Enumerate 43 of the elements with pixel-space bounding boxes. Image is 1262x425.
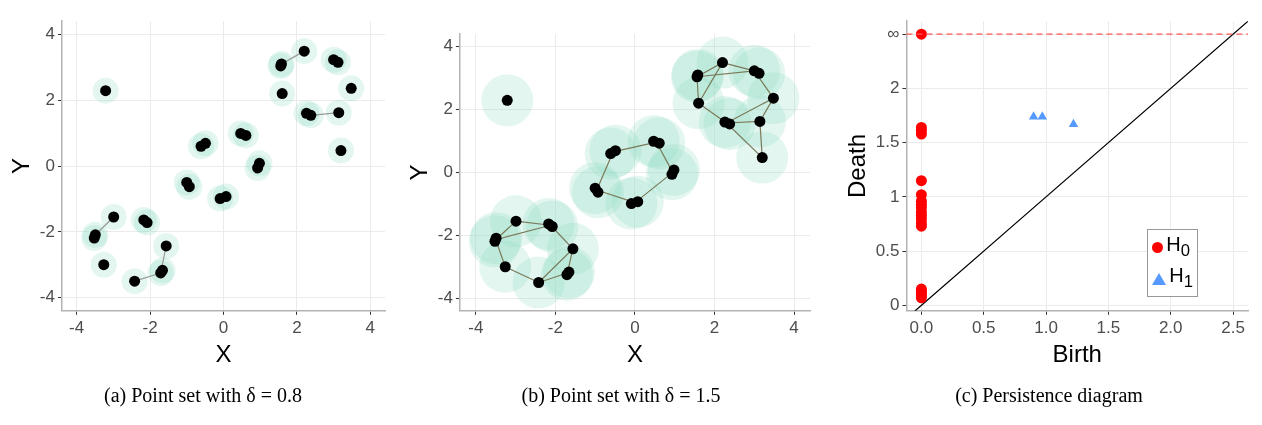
x-tick-label: 2.5 <box>1221 317 1245 337</box>
y-tick-label: 1 <box>889 186 900 206</box>
text: (c) Persistence diagram <box>954 384 1144 407</box>
y-tick-label: -2 <box>39 221 55 241</box>
y-axis-title: Y <box>7 157 35 175</box>
x-axis-title: X <box>626 340 643 368</box>
x-tick-label: 2.0 <box>1158 317 1183 337</box>
x-tick-label: -4 <box>69 317 85 337</box>
x-tick-label: 4 <box>365 317 376 337</box>
legend-label: H$_{0}$ <box>1166 232 1190 262</box>
y-tick-label: 2 <box>889 78 900 98</box>
x-tick-label: 2 <box>292 317 302 337</box>
y-axis-title: Death <box>843 133 871 199</box>
x-axis-title: X <box>215 340 232 368</box>
x-tick-label: 0.5 <box>971 317 996 337</box>
y-tick-label: 4 <box>443 36 453 56</box>
legend-label: H$_{1}$ <box>1169 263 1193 293</box>
x-tick-label: -2 <box>547 317 563 337</box>
y-tick-label: -4 <box>39 287 55 307</box>
y-tick-label: 1.5 <box>875 132 900 152</box>
y-tick-label: 0 <box>45 155 55 175</box>
x-tick-label: 0.0 <box>909 317 934 337</box>
x-tick-label: 1.5 <box>1096 317 1121 337</box>
x-tick-label: 0 <box>218 317 229 337</box>
text: (a) Point set with δ = 0.8 <box>103 384 303 407</box>
y-tick-label: 4 <box>45 24 55 44</box>
x-tick-label: 2 <box>709 317 720 337</box>
y-tick-label: 0.5 <box>875 240 900 260</box>
x-axis-title: Birth <box>1052 340 1102 368</box>
y-tick-label: 0 <box>889 295 900 315</box>
y-axis-title: Y <box>405 164 433 181</box>
y-tick-label: -2 <box>437 225 453 244</box>
y-tick-label: 0 <box>443 162 453 182</box>
x-tick-label: -2 <box>142 317 158 337</box>
x-tick-label: -4 <box>468 317 484 337</box>
x-tick-label: 4 <box>789 317 799 337</box>
y-tick-label: 2 <box>443 99 453 119</box>
x-tick-label: 0 <box>630 317 640 337</box>
text: (b) Point set with δ = 1.5 <box>520 384 722 407</box>
y-tick-label: ∞ <box>887 23 900 43</box>
y-tick-label: 2 <box>45 89 55 109</box>
y-tick-label: -4 <box>437 287 453 307</box>
x-tick-label: 1.0 <box>1034 317 1058 337</box>
